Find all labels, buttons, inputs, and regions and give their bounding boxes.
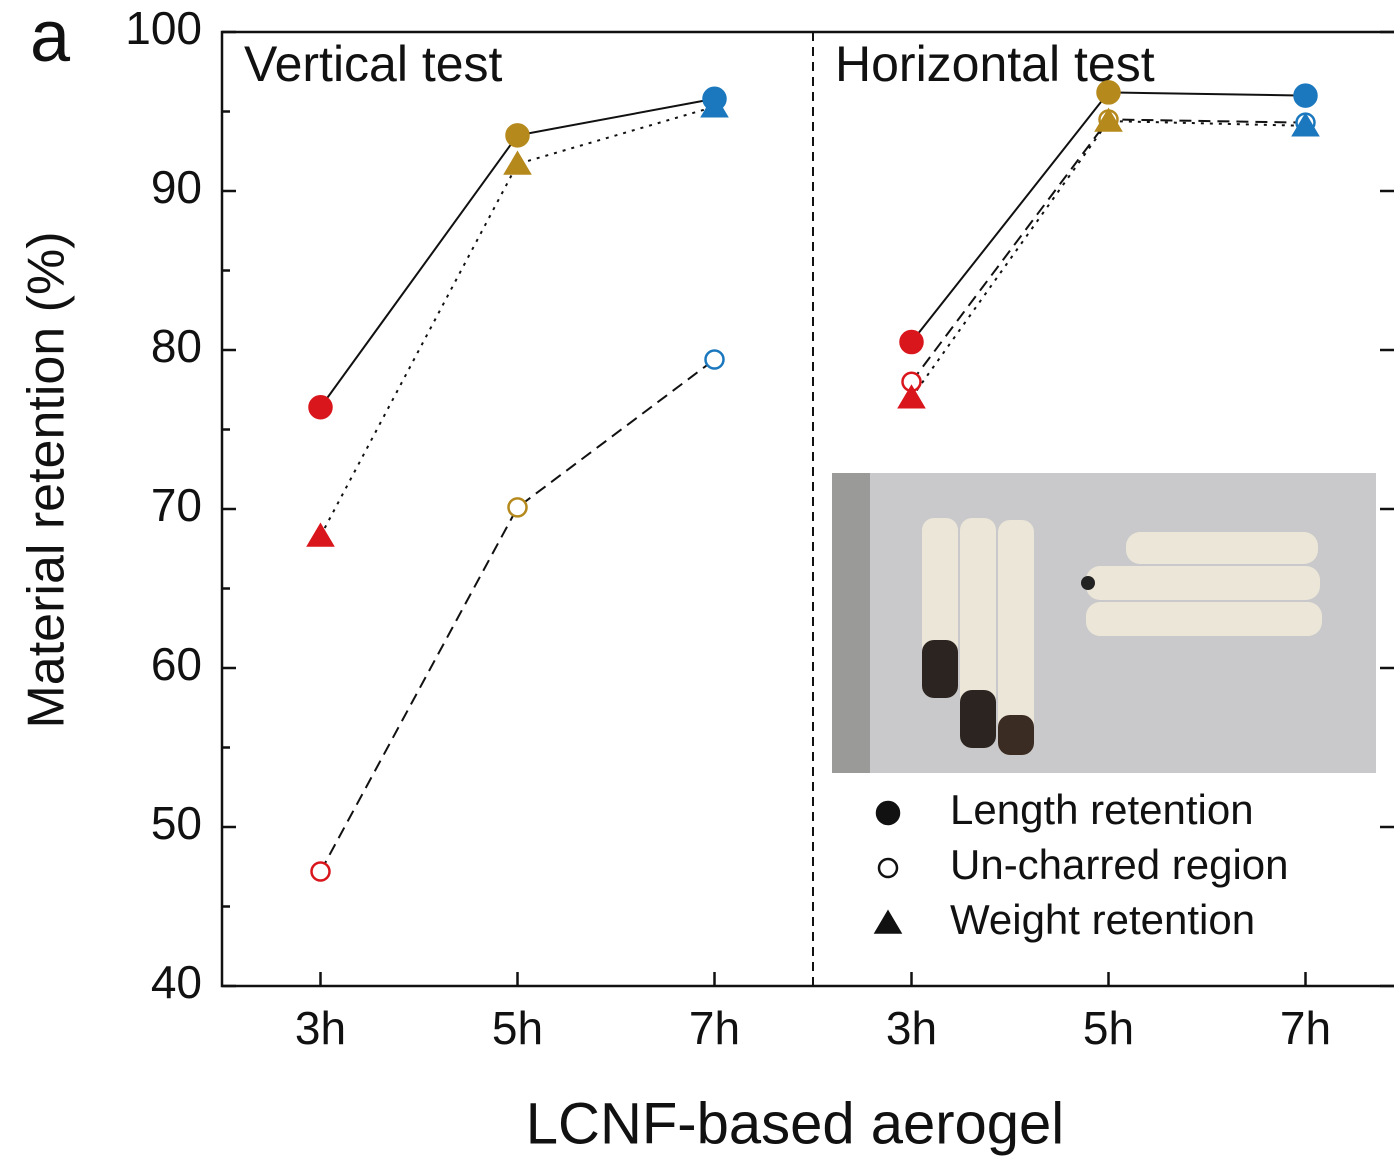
marker <box>306 522 335 547</box>
marker <box>310 861 331 882</box>
marker <box>308 394 333 420</box>
series-line <box>910 118 1306 383</box>
legend-label: Un-charred region <box>950 841 1289 888</box>
marker <box>1293 83 1318 108</box>
marker <box>875 800 901 826</box>
x-tick-label: 3h <box>295 1002 346 1054</box>
panel-label: a <box>30 0 71 77</box>
marker <box>877 857 899 879</box>
y-axis-title: Material retention (%) <box>18 231 76 728</box>
marker <box>1096 80 1121 105</box>
y-tick-label: 100 <box>125 2 202 54</box>
x-tick-label: 5h <box>492 1002 543 1054</box>
legend-label: Weight retention <box>950 896 1255 943</box>
x-tick-label: 7h <box>689 1002 740 1054</box>
legend-label: Length retention <box>950 786 1254 833</box>
y-tick-label: 80 <box>151 320 202 372</box>
marker <box>503 150 532 175</box>
inset-photo <box>832 473 1376 773</box>
x-tick-label: 3h <box>886 1002 937 1054</box>
y-tick-label: 60 <box>151 638 202 690</box>
series-line <box>319 358 716 872</box>
series-line <box>910 120 1306 399</box>
marker <box>897 384 926 409</box>
y-tick-label: 40 <box>151 956 202 1008</box>
marker <box>1291 112 1320 137</box>
panel-title: Vertical test <box>244 36 503 92</box>
x-tick-label: 5h <box>1083 1002 1134 1054</box>
x-axis-title: LCNF-based aerogel <box>526 1091 1064 1156</box>
marker <box>505 123 530 148</box>
y-tick-label: 90 <box>151 161 202 213</box>
marker <box>899 329 924 355</box>
y-tick-label: 70 <box>151 479 202 531</box>
marker <box>1094 107 1123 132</box>
marker <box>507 497 528 518</box>
marker <box>873 909 903 934</box>
x-tick-label: 7h <box>1280 1002 1331 1054</box>
y-tick-label: 50 <box>151 797 202 849</box>
marker <box>704 349 725 370</box>
marker <box>700 93 729 118</box>
